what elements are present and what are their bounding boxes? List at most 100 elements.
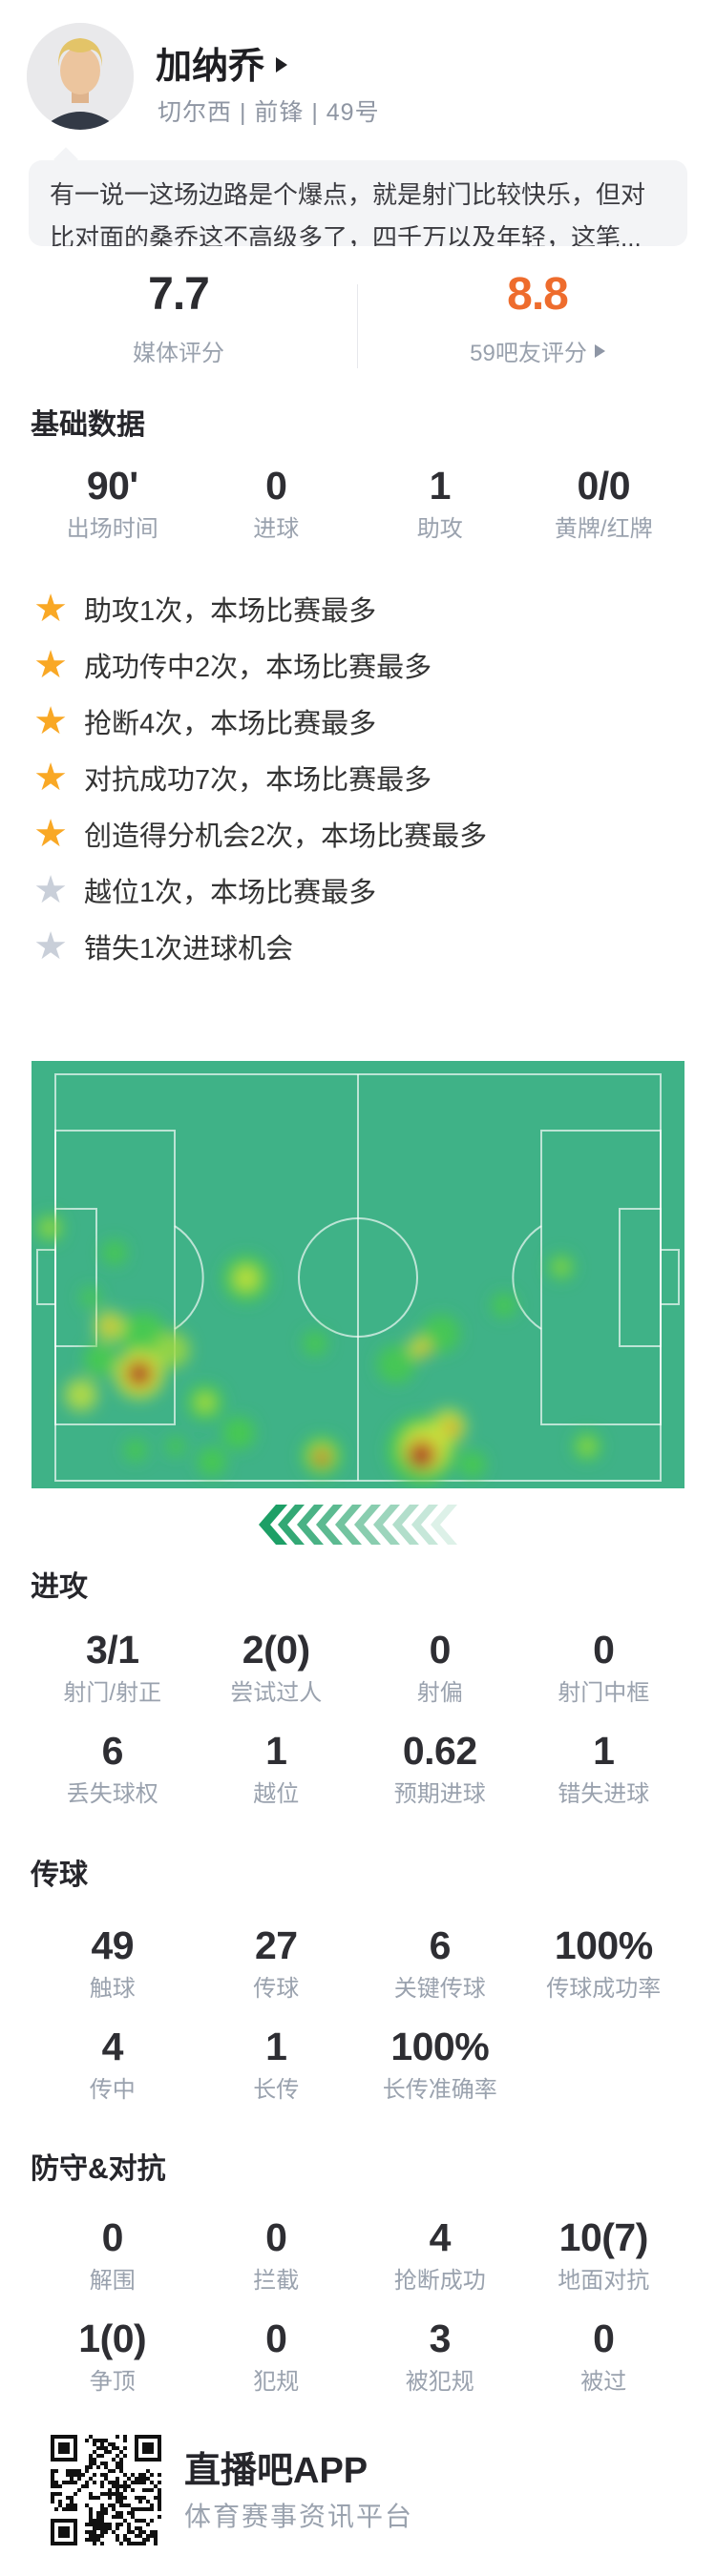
stat-cell: 4 抢断成功 [358, 2215, 522, 2295]
stat-cell: 100% 长传准确率 [358, 2025, 522, 2104]
defense-row-1: 0 解围 0 拦截 4 抢断成功 10(7) 地面对抗 [31, 2215, 685, 2295]
star-icon: ★ [33, 643, 68, 686]
stat-cell-empty [522, 2025, 686, 2104]
stat-label: 传球成功率 [546, 1976, 662, 2002]
stat-value: 90' [86, 464, 138, 508]
stat-value: 0 [429, 1628, 452, 1672]
stat-label: 出场时间 [66, 516, 158, 542]
attack-direction-arrows-icon [257, 1505, 459, 1545]
basic-stat-row: 90' 出场时间 0 进球 1 助攻 0/0 黄牌/红牌 [31, 464, 685, 543]
stat-value: 4 [429, 2215, 452, 2259]
star-icon: ★ [33, 699, 68, 742]
avatar-photo [27, 23, 134, 130]
expand-triangle-icon[interactable] [276, 56, 288, 73]
stat-value: 1(0) [78, 2316, 147, 2360]
stat-label: 进球 [253, 516, 300, 542]
stat-label: 助攻 [416, 516, 463, 542]
highlight-text: 成功传中2次，本场比赛最多 [84, 652, 432, 683]
highlight-item: ★ 越位1次，本场比赛最多 [29, 862, 697, 918]
fans-rating-label: 59吧友评分 [470, 341, 587, 366]
stat-value: 1 [265, 2025, 287, 2068]
player-name-row[interactable]: 加纳乔 [156, 36, 288, 89]
heat-blobs [35, 1214, 601, 1485]
stat-value: 1 [429, 464, 452, 508]
stat-label: 传球 [253, 1976, 300, 2002]
highlight-text: 对抗成功7次，本场比赛最多 [84, 764, 432, 796]
stat-value: 3/1 [86, 1628, 139, 1672]
highlight-list: ★ 助攻1次，本场比赛最多 ★ 成功传中2次，本场比赛最多 ★ 抢断4次，本场比… [29, 580, 697, 974]
stat-cell: 0 进球 [195, 464, 359, 543]
stat-cell: 4 传中 [31, 2025, 195, 2104]
star-icon: ★ [33, 868, 68, 911]
stat-label: 预期进球 [393, 1781, 486, 1807]
stat-label: 地面对抗 [558, 2268, 650, 2294]
stat-cell: 6 丢失球权 [31, 1729, 195, 1808]
stat-cell: 0 犯规 [195, 2316, 359, 2396]
stat-value: 0 [265, 464, 287, 508]
highlight-text: 错失1次进球机会 [84, 933, 294, 965]
stat-cell: 27 传球 [195, 1923, 359, 2003]
highlight-text: 越位1次，本场比赛最多 [84, 877, 377, 908]
stat-cell: 1 助攻 [358, 464, 522, 543]
passing-row-2: 4 传中 1 长传 100% 长传准确率 [31, 2025, 685, 2104]
stat-value: 1 [593, 1729, 615, 1773]
highlight-item: ★ 对抗成功7次，本场比赛最多 [29, 749, 697, 805]
passing-row-1: 49 触球 27 传球 6 关键传球 100% 传球成功率 [31, 1923, 685, 2003]
stat-value: 0 [101, 2215, 124, 2259]
pitch [32, 1061, 684, 1488]
player-meta: 切尔西 | 前锋 | 49号 [158, 99, 380, 126]
stat-label: 被犯规 [405, 2369, 474, 2395]
highlight-item: ★ 创造得分机会2次，本场比赛最多 [29, 805, 697, 862]
stat-value: 49 [91, 1923, 135, 1967]
star-icon: ★ [33, 812, 68, 855]
rating-divider [357, 284, 358, 368]
stat-label: 被过 [580, 2369, 627, 2395]
stat-cell: 100% 传球成功率 [522, 1923, 686, 2003]
app-tagline: 体育赛事资讯平台 [184, 2502, 414, 2531]
stat-value: 3 [429, 2316, 452, 2360]
fans-rating-arrow-icon[interactable] [594, 343, 605, 358]
stat-cell: 49 触球 [31, 1923, 195, 2003]
highlight-item: ★ 抢断4次，本场比赛最多 [29, 693, 697, 749]
stat-cell: 3/1 射门/射正 [31, 1628, 195, 1707]
stat-cell: 1 越位 [195, 1729, 359, 1808]
stat-value: 6 [101, 1729, 124, 1773]
highlight-item: ★ 错失1次进球机会 [29, 918, 697, 974]
stat-value: 0/0 [577, 464, 631, 508]
stat-value: 0 [265, 2215, 287, 2259]
fans-rating-value: 8.8 [507, 269, 569, 320]
stat-label: 长传 [253, 2077, 300, 2103]
stat-cell: 0.62 预期进球 [358, 1729, 522, 1808]
stat-label: 错失进球 [558, 1781, 650, 1807]
stat-label: 拦截 [253, 2268, 300, 2294]
stat-cell: 10(7) 地面对抗 [522, 2215, 686, 2295]
fans-rating[interactable]: 8.8 59吧友评分 [359, 269, 716, 367]
stat-label: 尝试过人 [230, 1680, 323, 1706]
highlight-text: 创造得分机会2次，本场比赛最多 [84, 821, 488, 852]
stat-label: 长传准确率 [382, 2077, 497, 2103]
defense-row-2: 1(0) 争顶 0 犯规 3 被犯规 0 被过 [31, 2316, 685, 2396]
stat-value: 1 [265, 1729, 287, 1773]
stat-label: 越位 [253, 1781, 300, 1807]
highlight-item: ★ 助攻1次，本场比赛最多 [29, 580, 697, 636]
stat-label: 传中 [89, 2077, 136, 2103]
stat-cell: 0 射门中框 [522, 1628, 686, 1707]
star-icon: ★ [33, 924, 68, 967]
stat-label: 争顶 [89, 2369, 136, 2395]
stat-cell: 0/0 黄牌/红牌 [522, 464, 686, 543]
app-name: 直播吧APP [184, 2451, 369, 2491]
stat-value: 0 [593, 2316, 615, 2360]
section-title-defense: 防守&对抗 [31, 2153, 166, 2185]
stat-cell: 1 长传 [195, 2025, 359, 2104]
highlight-item: ★ 成功传中2次，本场比赛最多 [29, 636, 697, 693]
comment-text: 有一说一这场边路是个爆点，就是射门比较快乐，但对比对面的桑乔这不高级多了，四千万… [50, 180, 646, 246]
stat-value: 4 [101, 2025, 124, 2068]
stat-cell: 1 错失进球 [522, 1729, 686, 1808]
player-avatar[interactable] [27, 23, 134, 130]
media-rating-value: 7.7 [148, 269, 210, 320]
stat-cell: 3 被犯规 [358, 2316, 522, 2396]
stat-label: 解围 [89, 2268, 136, 2294]
stat-label: 关键传球 [393, 1976, 486, 2002]
stat-value: 10(7) [558, 2215, 649, 2259]
section-title-passing: 传球 [31, 1859, 88, 1891]
